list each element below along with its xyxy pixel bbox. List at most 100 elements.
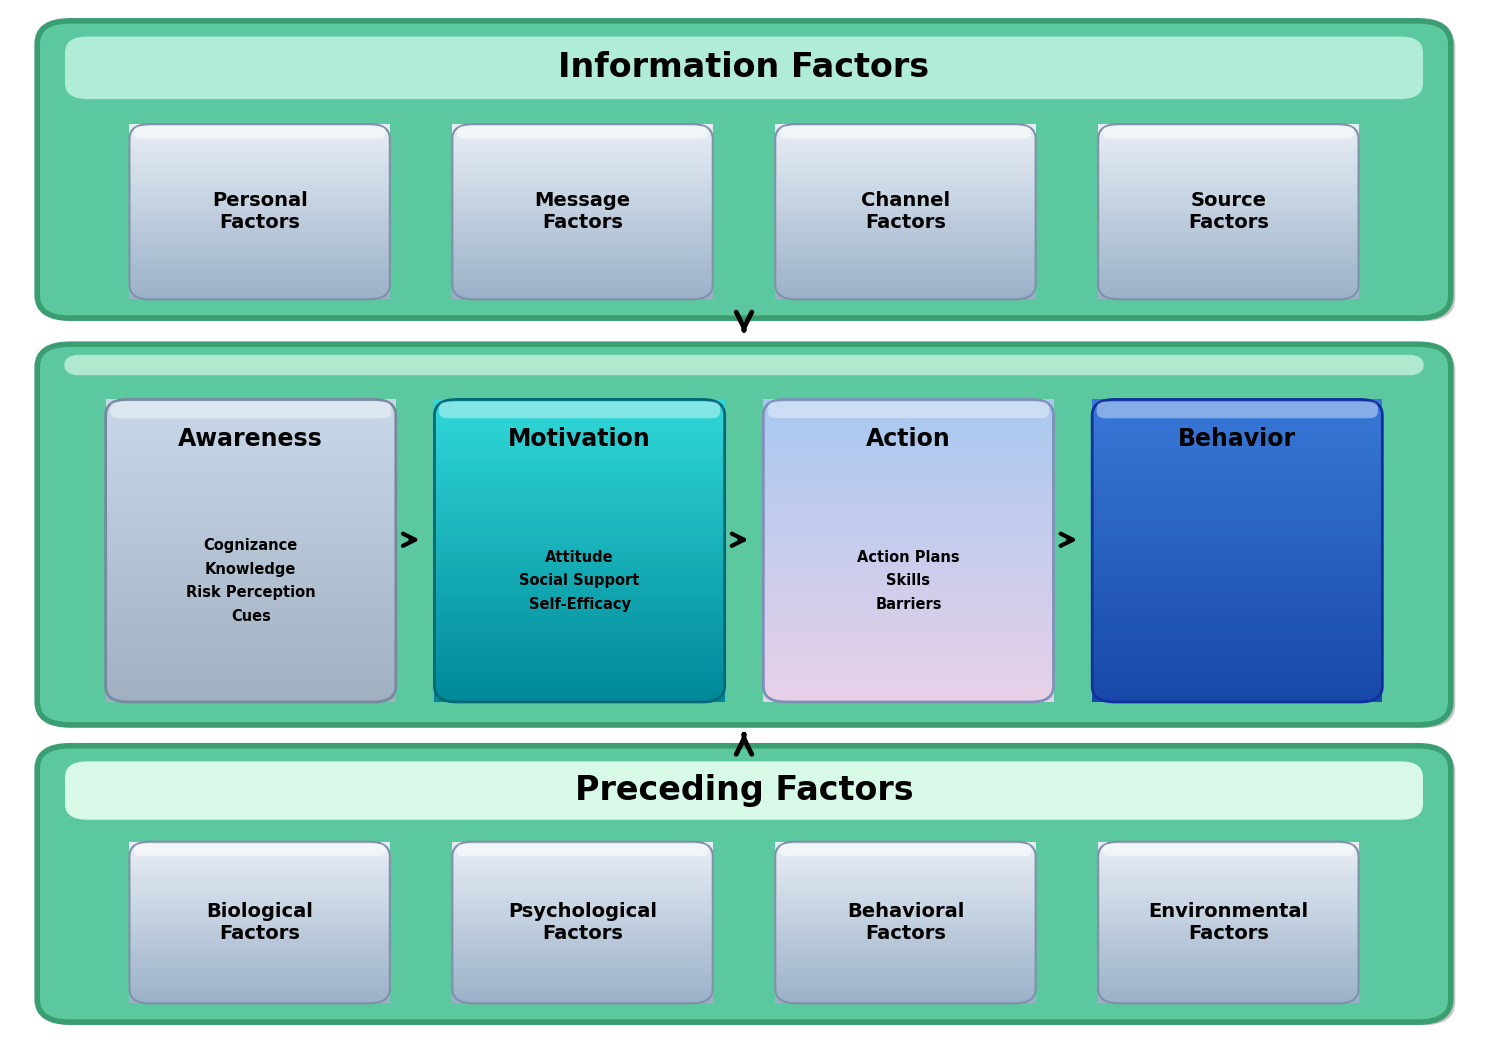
Bar — [1098, 987, 1359, 990]
Bar — [106, 641, 396, 647]
FancyBboxPatch shape — [42, 24, 1455, 321]
Bar — [1098, 165, 1359, 168]
Bar — [452, 874, 713, 877]
Bar — [129, 189, 390, 191]
Bar — [452, 130, 713, 132]
Bar — [1092, 631, 1382, 636]
Bar — [106, 506, 396, 510]
Bar — [1092, 641, 1382, 647]
Bar — [129, 917, 390, 920]
Bar — [452, 990, 713, 993]
Bar — [434, 531, 725, 536]
Bar — [129, 200, 390, 203]
Bar — [129, 220, 390, 223]
Bar — [763, 576, 1054, 581]
Bar — [775, 186, 1036, 189]
Bar — [775, 223, 1036, 226]
Bar — [763, 631, 1054, 636]
Bar — [452, 220, 713, 223]
Bar — [1098, 218, 1359, 220]
Bar — [775, 933, 1036, 936]
Bar — [106, 476, 396, 480]
Bar — [129, 176, 390, 179]
Bar — [775, 884, 1036, 888]
Bar — [775, 238, 1036, 241]
Bar — [434, 490, 725, 495]
Bar — [1092, 626, 1382, 631]
Bar — [452, 226, 713, 229]
Bar — [1098, 147, 1359, 150]
FancyBboxPatch shape — [106, 399, 396, 702]
Bar — [434, 510, 725, 515]
Bar — [763, 556, 1054, 561]
Bar — [452, 282, 713, 285]
Bar — [106, 455, 396, 460]
Bar — [1098, 282, 1359, 285]
Bar — [775, 200, 1036, 203]
Bar — [106, 576, 396, 581]
Bar — [452, 957, 713, 961]
Bar — [775, 247, 1036, 249]
Bar — [775, 912, 1036, 915]
Bar — [452, 200, 713, 203]
FancyBboxPatch shape — [457, 844, 708, 856]
Bar — [775, 890, 1036, 893]
Bar — [452, 183, 713, 186]
Bar — [1092, 652, 1382, 657]
Bar — [452, 147, 713, 150]
Bar — [434, 536, 725, 540]
Bar — [763, 540, 1054, 545]
Bar — [1092, 515, 1382, 520]
Bar — [763, 410, 1054, 414]
Bar — [1098, 130, 1359, 132]
Bar — [129, 930, 390, 933]
Bar — [129, 291, 390, 293]
Bar — [106, 601, 396, 606]
Bar — [1092, 536, 1382, 540]
Bar — [763, 465, 1054, 470]
Bar — [129, 906, 390, 909]
Bar — [1098, 976, 1359, 979]
Bar — [763, 596, 1054, 601]
Bar — [434, 631, 725, 636]
Bar — [434, 571, 725, 576]
Bar — [129, 150, 390, 153]
Bar — [129, 191, 390, 194]
Bar — [775, 264, 1036, 267]
Bar — [106, 556, 396, 561]
Bar — [1092, 440, 1382, 445]
Bar — [452, 971, 713, 974]
Bar — [129, 288, 390, 291]
Bar — [775, 898, 1036, 901]
Bar — [775, 974, 1036, 976]
Bar — [106, 571, 396, 576]
Bar — [763, 450, 1054, 455]
Bar — [1098, 874, 1359, 877]
Bar — [775, 162, 1036, 165]
Bar — [1098, 241, 1359, 244]
Bar — [434, 520, 725, 526]
Bar — [129, 990, 390, 993]
Bar — [106, 510, 396, 515]
Bar — [106, 692, 396, 697]
Bar — [1098, 963, 1359, 966]
Bar — [106, 480, 396, 485]
Bar — [775, 220, 1036, 223]
Bar — [1098, 842, 1359, 845]
Bar — [129, 842, 390, 845]
Bar — [434, 641, 725, 647]
Bar — [106, 495, 396, 501]
Bar — [775, 139, 1036, 142]
Bar — [434, 601, 725, 606]
Bar — [452, 288, 713, 291]
Bar — [106, 682, 396, 687]
Bar — [1092, 465, 1382, 470]
Bar — [452, 174, 713, 176]
FancyBboxPatch shape — [134, 126, 385, 139]
Bar — [129, 278, 390, 282]
Bar — [452, 893, 713, 896]
Bar — [775, 244, 1036, 247]
Bar — [1092, 526, 1382, 531]
Bar — [452, 864, 713, 866]
Bar — [106, 435, 396, 440]
